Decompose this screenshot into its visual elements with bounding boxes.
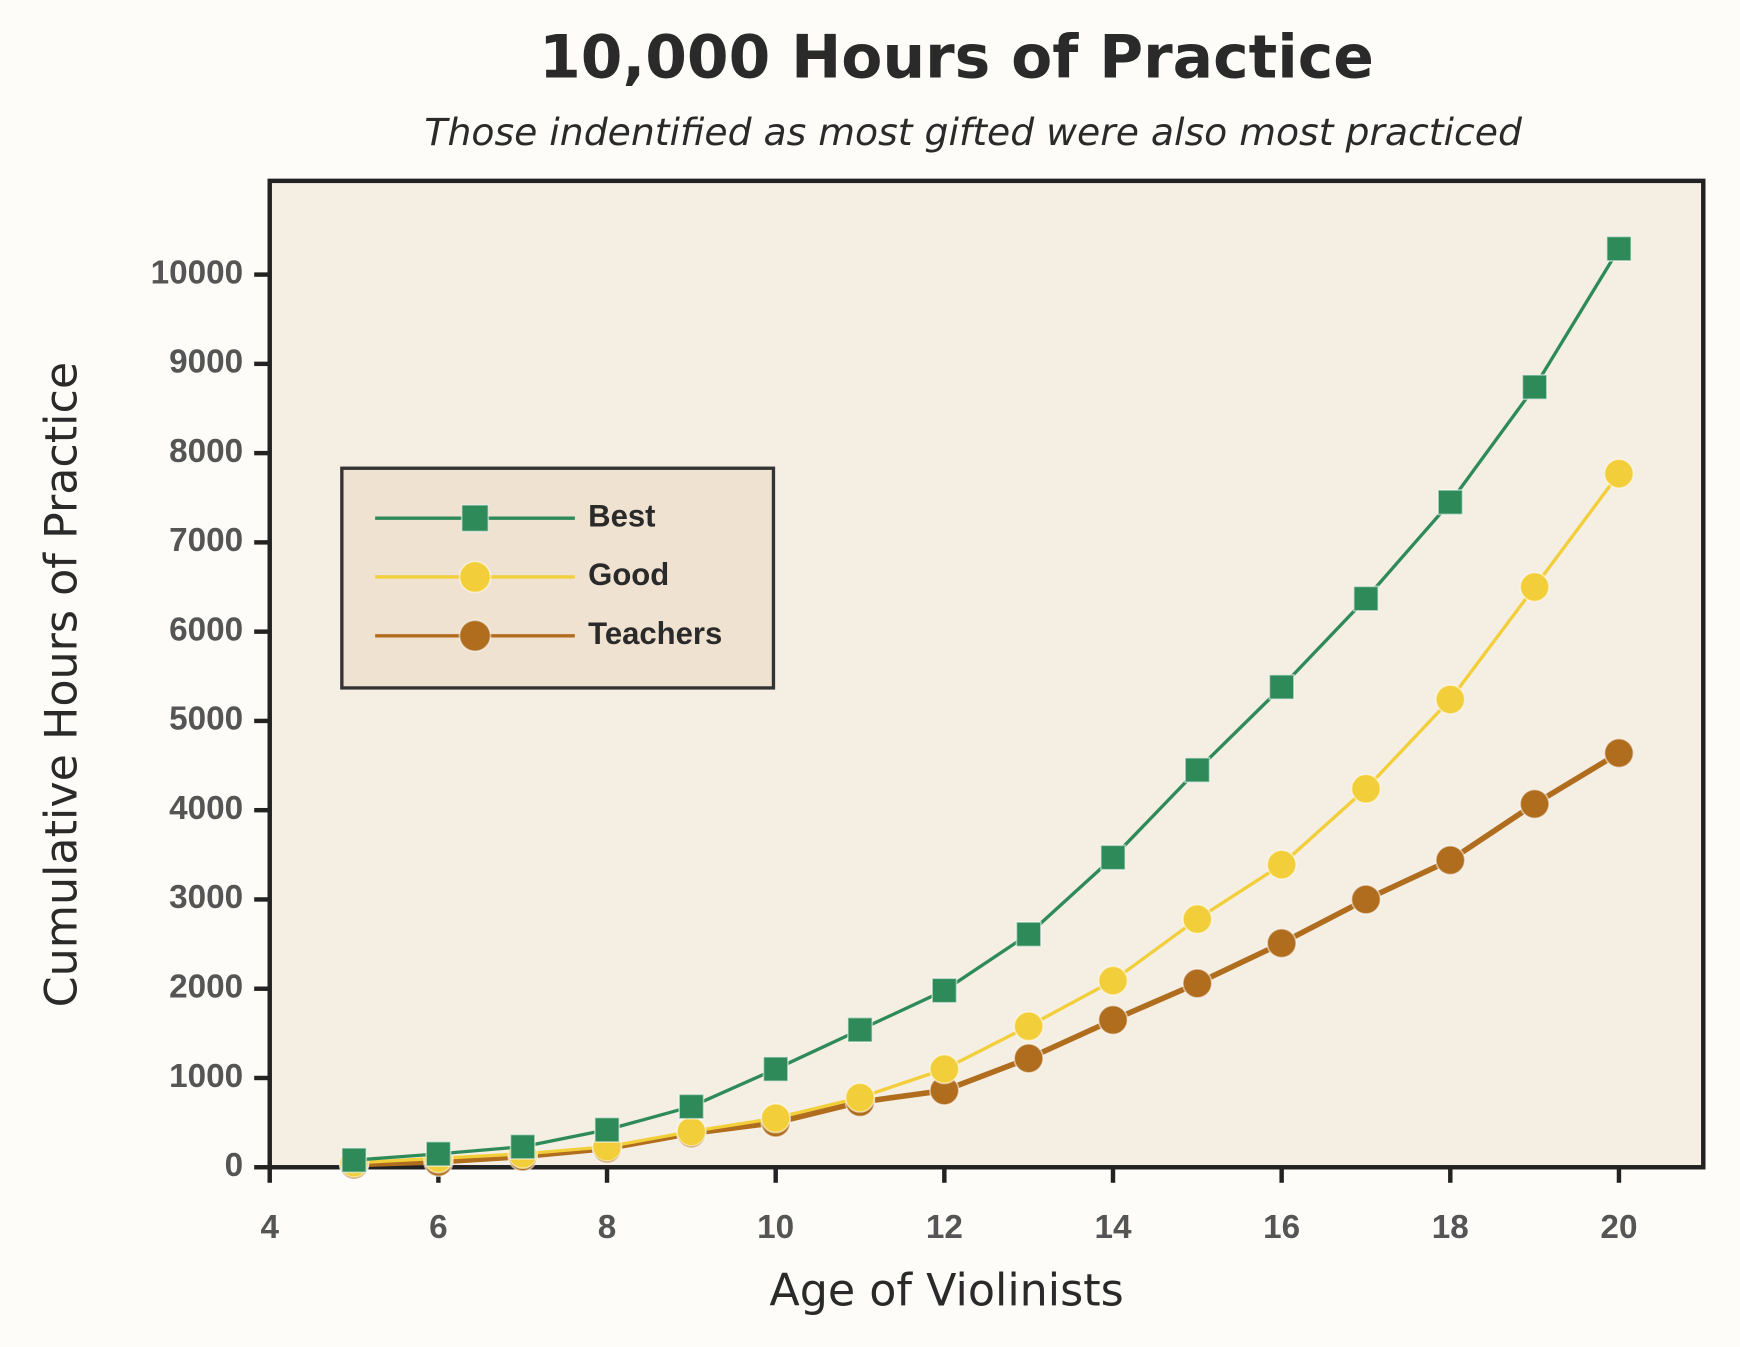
marker (341, 1147, 368, 1174)
marker (929, 1053, 960, 1085)
marker (931, 977, 958, 1004)
marker (460, 504, 490, 533)
marker (678, 1093, 705, 1120)
marker (1435, 684, 1466, 715)
marker (844, 1082, 876, 1113)
x-tick-label: 8 (598, 1209, 617, 1246)
y-axis-label: Cumulative Hours of Practice (36, 362, 87, 1008)
y-tick-label: 0 (225, 1147, 244, 1184)
x-tick-label: 4 (260, 1209, 279, 1246)
marker (1184, 756, 1211, 784)
x-tick-label: 12 (926, 1209, 963, 1246)
marker (1182, 968, 1213, 999)
y-tick-label: 10000 (151, 254, 244, 291)
marker (1519, 571, 1550, 603)
marker (458, 560, 492, 594)
legend-label: Teachers (588, 616, 722, 651)
marker (1266, 927, 1297, 959)
marker (1437, 489, 1464, 516)
marker (676, 1116, 707, 1147)
y-tick-label: 7000 (169, 522, 243, 559)
y-tick-label: 6000 (169, 611, 243, 648)
marker (1099, 844, 1127, 871)
x-tick-label: 16 (1263, 1209, 1300, 1246)
marker (1435, 844, 1466, 876)
y-tick-label: 3000 (169, 879, 243, 916)
marker (1350, 884, 1382, 915)
y-tick-label: 4000 (169, 790, 243, 827)
marker (1350, 773, 1382, 805)
x-tick-label: 10 (757, 1209, 794, 1246)
series-line (353, 247, 1621, 1162)
y-tick-label: 2000 (169, 969, 243, 1006)
marker (425, 1140, 452, 1167)
series-line (353, 472, 1621, 1165)
marker (762, 1056, 789, 1083)
x-tick-label: 18 (1432, 1209, 1469, 1246)
legend-label: Good (588, 557, 669, 592)
marker (1519, 788, 1550, 820)
marker (1521, 374, 1548, 401)
legend-label: Best (588, 498, 655, 533)
y-tick-label: 5000 (169, 701, 243, 738)
marker (1015, 921, 1042, 948)
y-tick-label: 1000 (169, 1058, 243, 1095)
chart-title: 10,000 Hours of Practice (539, 23, 1374, 93)
marker (593, 1116, 621, 1143)
chart-subtitle: Those indentified as most gifted were al… (424, 110, 1523, 154)
series-line (353, 750, 1621, 1168)
marker (1266, 849, 1297, 880)
y-tick-label: 9000 (169, 344, 243, 381)
marker (1268, 673, 1295, 701)
x-tick-label: 14 (1094, 1209, 1132, 1246)
marker (1097, 1004, 1129, 1036)
marker (458, 619, 492, 653)
marker (1013, 1010, 1044, 1042)
marker (1605, 235, 1632, 262)
marker (1182, 903, 1213, 935)
marker (1603, 737, 1635, 769)
x-tick-label: 6 (429, 1209, 448, 1246)
x-axis-label: Age of Violinists (769, 1266, 1123, 1317)
marker (1013, 1043, 1044, 1074)
y-tick-label: 8000 (169, 433, 243, 470)
marker (1603, 458, 1635, 489)
marker (760, 1102, 791, 1134)
x-tick-label: 20 (1600, 1209, 1637, 1246)
marker (1097, 965, 1129, 996)
marker (1352, 585, 1380, 612)
marker (509, 1133, 536, 1160)
marker (846, 1016, 874, 1043)
